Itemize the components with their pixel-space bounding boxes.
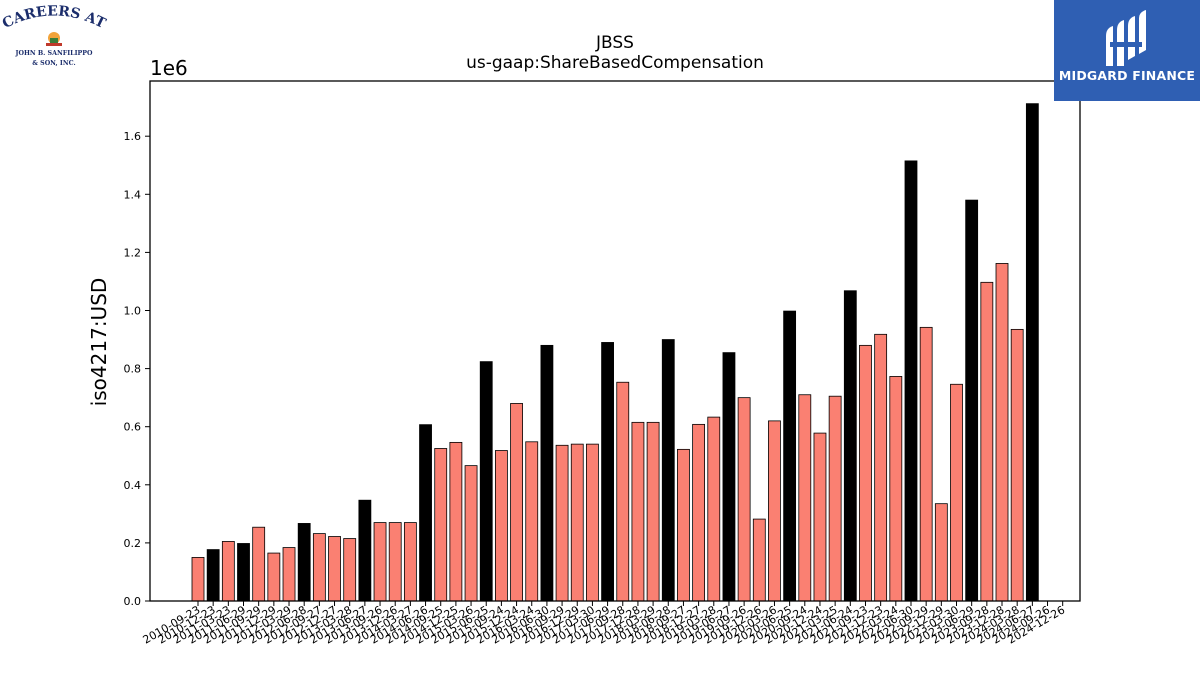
y-axis-multiplier: 1e6 <box>150 56 188 80</box>
bar-2017-09-28 <box>616 381 630 602</box>
bar-2012-03-29 <box>282 547 296 602</box>
careers-logo-title: CAREERS AT <box>0 3 109 32</box>
bar-2021-06-24 <box>843 290 857 602</box>
bar-2014-06-26 <box>419 424 432 602</box>
y-tick-label: 0.0 <box>124 595 142 608</box>
bar-2022-12-29 <box>934 503 948 602</box>
bar-2016-12-29 <box>570 443 584 602</box>
bar-2012-09-27 <box>312 533 326 602</box>
bar-2020-12-24 <box>813 432 827 602</box>
bar-2016-03-24 <box>525 441 539 602</box>
bar-2010-09-23 <box>191 557 205 602</box>
bar-2022-09-29 <box>919 326 933 602</box>
bar-2022-06-30 <box>904 160 918 602</box>
bar-2018-06-28 <box>661 339 675 602</box>
bar-2019-06-27 <box>722 352 736 602</box>
careers-logo-company: JOHN B. SANFILIPPO <box>14 50 93 57</box>
y-tick-label: 0.8 <box>124 363 142 376</box>
bar-2016-09-29 <box>555 444 569 602</box>
midgard-finance-logo: MIDGARD FINANCE <box>1054 0 1200 101</box>
bar-2012-06-28 <box>297 523 311 602</box>
bar-2017-12-28 <box>631 421 645 602</box>
y-tick-label: 0.4 <box>124 479 142 492</box>
bar-2020-09-24 <box>798 394 812 602</box>
bar-2013-06-27 <box>358 499 372 602</box>
bar-2011-09-29 <box>252 526 266 602</box>
bar-2020-03-26 <box>768 420 781 602</box>
y-axis-label: iso4217:USD <box>87 278 111 407</box>
careers-logo: CAREERS AT JOHN B. SANFILIPPO & SON, INC… <box>0 0 110 75</box>
x-axis: 2010-09-232010-12-232011-03-232011-06-29… <box>141 601 1067 647</box>
bar-2014-12-25 <box>449 441 463 602</box>
bar-2021-09-23 <box>859 344 872 602</box>
bar-2013-09-26 <box>373 522 387 602</box>
bar-2011-12-29 <box>267 552 281 602</box>
bar-2022-03-24 <box>889 376 903 602</box>
bar-2016-06-30 <box>540 344 554 602</box>
bar-2020-06-25 <box>783 310 797 602</box>
svg-text:CAREERS AT: CAREERS AT <box>0 3 109 32</box>
bar-2015-06-25 <box>479 361 493 602</box>
bar-2014-09-25 <box>434 448 448 602</box>
bar-2011-03-23 <box>221 541 235 602</box>
bar-2023-12-28 <box>995 263 1009 602</box>
bar-2019-03-28 <box>707 416 721 602</box>
bar-2012-12-27 <box>328 536 341 602</box>
y-tick-label: 0.2 <box>124 537 142 550</box>
y-tick-label: 1.0 <box>124 304 142 317</box>
careers-logo-suffix: & SON, INC. <box>32 60 75 67</box>
bar-2015-09-24 <box>494 450 508 602</box>
y-tick-label: 1.4 <box>124 188 142 201</box>
bar-2017-06-29 <box>601 342 614 602</box>
bar-2015-03-26 <box>464 465 478 602</box>
bar-2010-12-23 <box>206 549 220 602</box>
bar-2013-03-28 <box>343 538 357 602</box>
chart-title: JBSS <box>595 33 634 53</box>
bar-2023-09-28 <box>980 281 994 602</box>
bar-2024-06-27 <box>1025 103 1039 602</box>
bar-2018-12-27 <box>692 423 706 602</box>
plot-frame <box>149 80 1081 602</box>
chart-subtitle: us-gaap:ShareBasedCompensation <box>466 53 764 73</box>
bar-2013-12-26 <box>388 522 402 602</box>
bar-2021-03-25 <box>828 395 842 602</box>
bar-2015-12-24 <box>510 403 523 602</box>
bar-2014-03-27 <box>403 522 417 602</box>
y-tick-label: 1.2 <box>124 246 142 259</box>
bar-2023-03-30 <box>950 383 963 602</box>
bar-2018-09-27 <box>677 448 690 602</box>
bar-2024-03-28 <box>1010 328 1024 602</box>
y-tick-label: 1.6 <box>124 130 142 143</box>
y-axis: 0.0 0.2 0.4 0.6 0.8 1.0 1.2 1.4 1.6 <box>124 130 150 608</box>
bar-2017-03-30 <box>586 443 599 602</box>
bar-2018-03-29 <box>646 421 660 602</box>
bar-series <box>191 103 1039 602</box>
midgard-logo-mark-icon <box>1106 10 1146 66</box>
y-tick-label: 0.6 <box>124 421 142 434</box>
bar-2021-12-23 <box>874 333 888 602</box>
bar-2011-06-29 <box>237 543 250 602</box>
midgard-logo-name: MIDGARD FINANCE <box>1058 68 1196 83</box>
bar-2023-06-29 <box>965 199 979 602</box>
bar-2019-12-26 <box>752 518 766 602</box>
bar-2019-09-26 <box>737 397 751 602</box>
